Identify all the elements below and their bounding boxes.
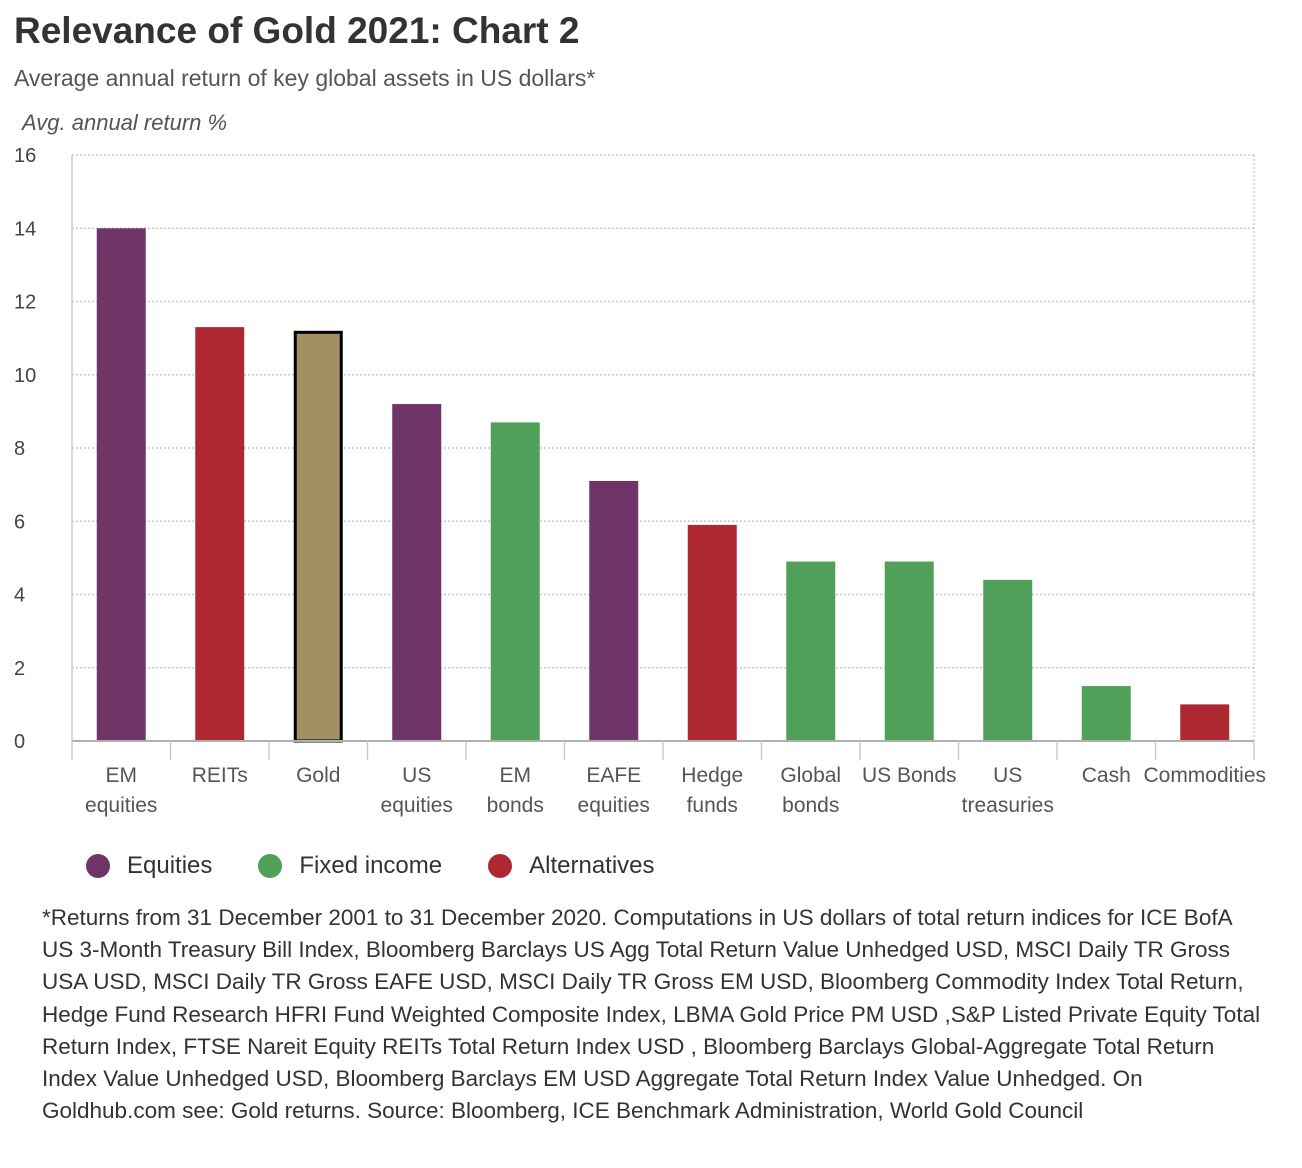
y-axis-title: Avg. annual return % (20, 110, 227, 135)
legend-item-fixed-income: Fixed income (258, 852, 442, 880)
y-tick-label: 12 (14, 292, 36, 314)
legend-item-alternatives: Alternatives (488, 852, 655, 880)
legend-label: Fixed income (299, 852, 443, 879)
chart-title: Relevance of Gold 2021: Chart 2 (14, 10, 580, 51)
legend-marker (488, 854, 513, 878)
y-tick-label: 14 (14, 218, 36, 240)
y-tick-label: 16 (14, 145, 36, 167)
bar (1081, 686, 1131, 741)
y-tick-label: 4 (14, 585, 25, 607)
y-tick-label: 2 (14, 658, 25, 680)
x-tick-label: Commodities (1143, 764, 1266, 787)
y-tick-label: 6 (14, 511, 25, 533)
bar (490, 422, 540, 741)
bar (293, 330, 343, 743)
y-tick-label: 0 (14, 731, 25, 753)
x-tick-label: EAFE equities (578, 764, 650, 817)
x-tick-label: US Bonds (862, 764, 957, 787)
x-tick-label: REITs (192, 764, 248, 787)
legend-label: Equities (127, 852, 213, 879)
y-tick-label: 8 (14, 438, 25, 460)
bar (195, 327, 245, 741)
x-tick-label: Gold (296, 764, 340, 787)
legend-label: Alternatives (529, 852, 655, 879)
bar (786, 561, 836, 741)
legend: Equities Fixed income Alternatives (86, 852, 701, 880)
x-tick-label: EM equities (85, 764, 157, 817)
x-tick-label: Hedge funds (681, 764, 743, 817)
x-tick-label: Global bonds (780, 764, 841, 817)
x-tick-label: Cash (1082, 764, 1131, 787)
bar-chart: Avg. annual return % 0 2 4 6 8 10 12 14 16 EM equit… (14, 110, 1266, 817)
legend-item-equities: Equities (86, 852, 212, 880)
bar (96, 228, 146, 741)
bar (1180, 704, 1230, 741)
legend-marker (258, 854, 283, 878)
x-tick-label: US equities (381, 764, 453, 817)
chart-subtitle: Average annual return of key global asse… (14, 65, 596, 91)
bar (589, 480, 639, 741)
footnote: *Returns from 31 December 2001 to 31 Dec… (42, 905, 1261, 1124)
bar (884, 561, 934, 741)
x-tick-label: US treasuries (962, 764, 1054, 817)
y-tick-label: 10 (14, 365, 36, 387)
legend-marker (86, 854, 110, 878)
x-tick-label: EM bonds (487, 764, 544, 817)
bar (983, 579, 1033, 741)
bar (392, 404, 442, 741)
bar (687, 524, 737, 741)
